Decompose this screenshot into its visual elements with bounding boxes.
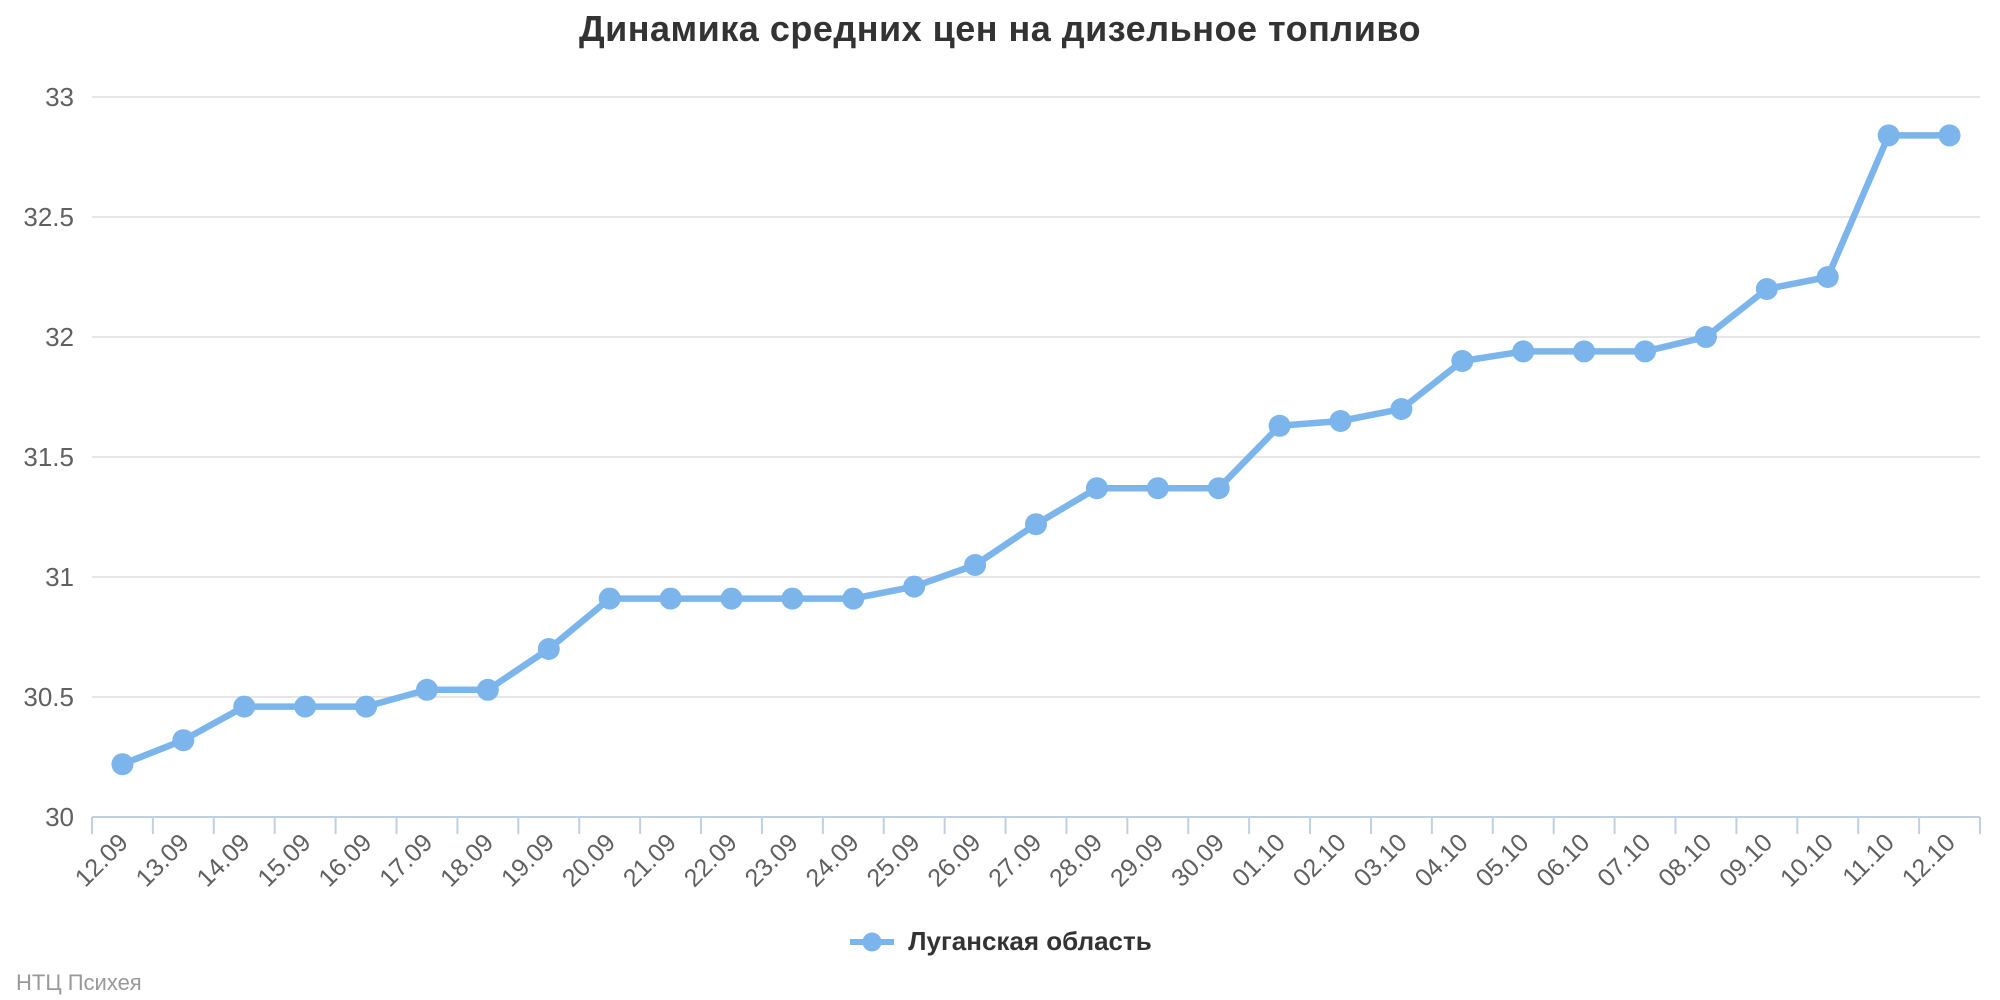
chart-title: Динамика средних цен на дизельное топлив…	[578, 8, 1421, 49]
data-point-marker[interactable]	[720, 587, 743, 610]
data-point-marker[interactable]	[1146, 477, 1169, 500]
x-axis-label: 04.10	[1410, 828, 1474, 892]
y-axis-label: 30.5	[23, 682, 74, 712]
x-axis-label: 26.09	[922, 828, 986, 892]
y-axis-label: 32	[45, 322, 74, 352]
x-axis-label: 16.09	[313, 828, 377, 892]
data-point-marker[interactable]	[476, 678, 499, 701]
y-axis-label: 31	[45, 562, 74, 592]
data-point-marker[interactable]	[294, 695, 317, 718]
x-axis-label: 13.09	[131, 828, 195, 892]
x-axis-label: 14.09	[191, 828, 255, 892]
data-point-marker[interactable]	[1390, 398, 1413, 420]
x-axis-label: 20.09	[557, 828, 621, 892]
data-point-marker[interactable]	[1877, 124, 1900, 147]
legend-label: Луганская область	[908, 926, 1152, 956]
x-axis-label: 27.09	[983, 828, 1047, 892]
series-line	[119, 132, 1953, 768]
data-point-marker[interactable]	[1085, 477, 1108, 500]
data-point-marker[interactable]	[964, 554, 987, 576]
data-point-marker[interactable]	[172, 729, 195, 752]
x-axis-label: 12.09	[70, 828, 134, 892]
x-axis-label: 11.10	[1837, 828, 1900, 891]
legend-item[interactable]: Луганская область	[0, 926, 2000, 957]
x-axis-label: 08.10	[1653, 828, 1717, 892]
legend-series-marker-icon	[850, 932, 895, 951]
data-point-marker[interactable]	[659, 587, 682, 610]
x-axis-label: 10.10	[1775, 828, 1839, 892]
data-point-marker[interactable]	[781, 587, 804, 610]
data-point-marker[interactable]	[1573, 340, 1596, 363]
data-point-marker[interactable]	[1938, 124, 1961, 147]
x-axis-label: 29.09	[1105, 828, 1169, 892]
data-point-marker[interactable]	[1634, 340, 1657, 363]
data-point-marker[interactable]	[1816, 266, 1839, 288]
x-axis-label: 18.09	[435, 828, 499, 892]
data-point-marker[interactable]	[1207, 477, 1230, 500]
x-axis-label: 28.09	[1044, 828, 1108, 892]
x-axis-label: 24.09	[800, 828, 864, 892]
data-point-marker[interactable]	[233, 695, 256, 718]
data-point-marker[interactable]	[1329, 410, 1352, 432]
data-point-marker[interactable]	[903, 575, 926, 598]
y-axis-label: 33	[45, 82, 74, 112]
x-axis-label: 19.09	[496, 828, 560, 892]
x-axis-label: 09.10	[1714, 828, 1778, 892]
data-point-marker[interactable]	[111, 753, 134, 776]
data-point-marker[interactable]	[1268, 414, 1291, 437]
data-point-marker[interactable]	[1025, 513, 1047, 536]
data-point-marker[interactable]	[355, 695, 378, 718]
data-point-marker[interactable]	[1451, 350, 1474, 372]
x-axis-label: 17.09	[374, 828, 438, 892]
x-axis-label: 02.10	[1288, 828, 1352, 892]
data-point-marker[interactable]	[1755, 278, 1778, 300]
data-point-marker[interactable]	[842, 587, 865, 610]
x-axis-label: 22.09	[679, 828, 743, 892]
data-point-marker[interactable]	[537, 638, 560, 660]
data-point-marker[interactable]	[415, 678, 438, 701]
x-axis-label: 15.09	[252, 828, 316, 892]
x-axis-label: 03.10	[1349, 828, 1413, 892]
x-axis-label: 12.10	[1897, 828, 1961, 892]
x-axis-label: 05.10	[1470, 828, 1534, 892]
y-axis-label: 31.5	[23, 442, 74, 472]
x-axis-label: 06.10	[1531, 828, 1595, 892]
data-point-marker[interactable]	[1512, 340, 1535, 363]
y-axis-label: 30	[45, 802, 74, 832]
y-axis-label: 32.5	[23, 202, 74, 232]
x-axis-label: 07.10	[1592, 828, 1656, 892]
x-axis-label: 23.09	[740, 828, 804, 892]
data-point-marker[interactable]	[1694, 326, 1717, 348]
x-axis-label: 21.09	[618, 828, 682, 892]
x-axis-label: 01.10	[1227, 828, 1291, 892]
x-axis-label: 25.09	[861, 828, 925, 892]
x-axis-label: 30.09	[1166, 828, 1230, 892]
credits-label: НТЦ Психея	[16, 970, 142, 995]
data-point-marker[interactable]	[598, 587, 621, 610]
